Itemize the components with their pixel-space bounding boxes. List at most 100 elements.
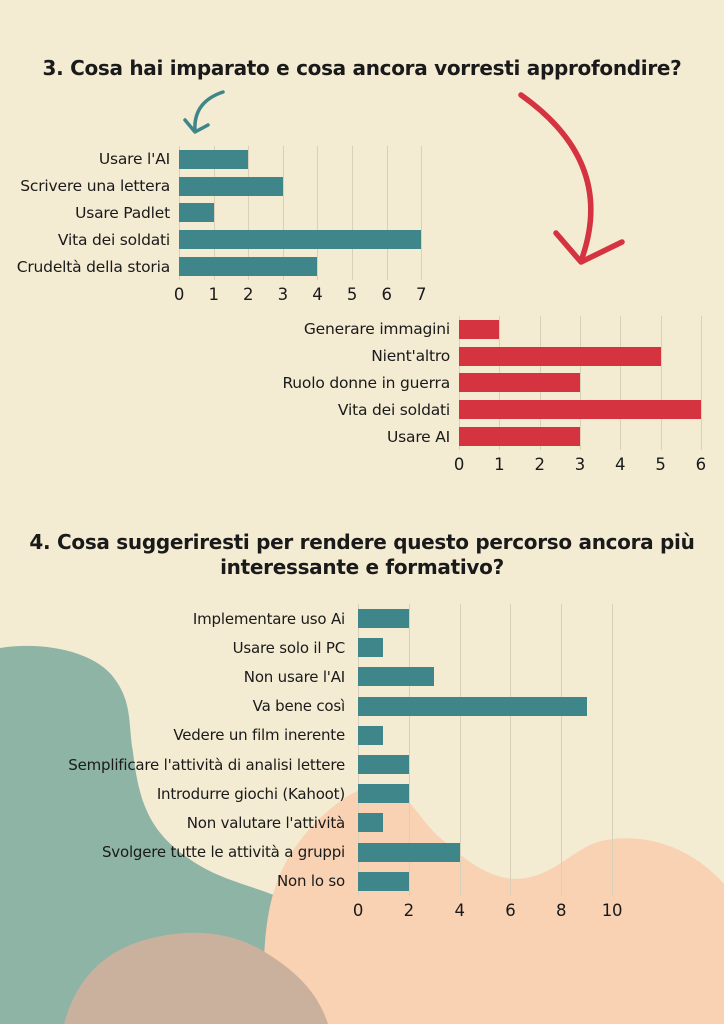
bar-row: Nient'altro (0, 343, 709, 370)
category-label: Non usare l'AI (243, 667, 345, 686)
bar (358, 667, 435, 687)
gridline-6 (700, 316, 702, 450)
bar-row: Implementare uso Ai (0, 604, 633, 633)
taupe-blob (64, 932, 328, 1024)
gridline-1 (213, 146, 215, 280)
x-tick-label: 6 (505, 901, 516, 920)
bar-row: Usare l'AI (8, 146, 429, 173)
bar-row: Usare Padlet (8, 200, 429, 227)
gridline-6 (386, 146, 388, 280)
category-label: Semplificare l'attività di analisi lette… (68, 755, 345, 774)
category-label: Non lo so (277, 872, 345, 891)
gridline-4 (317, 146, 319, 280)
category-label: Introdurre giochi (Kahoot) (156, 784, 345, 803)
bar (179, 176, 283, 196)
category-label: Nient'altro (371, 347, 450, 366)
gridline-6 (510, 604, 512, 896)
category-label: Va bene così (252, 697, 346, 716)
category-label: Ruolo donne in guerra (282, 373, 450, 392)
category-label: Generare immagini (303, 320, 450, 339)
bar (358, 609, 409, 629)
bar (459, 319, 500, 339)
bar (358, 813, 384, 833)
gridline-7 (421, 146, 423, 280)
bar-row: Usare AI (0, 423, 709, 450)
bar (459, 427, 580, 447)
question-3-title: 3. Cosa hai imparato e cosa ancora vorre… (42, 56, 682, 80)
category-label: Svolgere tutte le attività a gruppi (101, 843, 345, 862)
bar (459, 373, 580, 393)
x-tick-label: 1 (494, 455, 505, 474)
category-label: Vita dei soldati (337, 400, 450, 419)
question-4-title-line-2: interessante e formativo? (220, 555, 504, 579)
category-label: Crudeltà della storia (16, 257, 170, 276)
plot-gridlines (358, 604, 633, 896)
bar (459, 400, 701, 420)
chart-q3-deepen: Generare immagini Nient'altro Ruolo donne … (0, 316, 709, 476)
gridline-2 (408, 604, 410, 896)
bar-row: Crudeltà della storia (8, 253, 429, 280)
gridline-3 (282, 146, 284, 280)
x-tick-label: 6 (381, 285, 392, 304)
x-tick-label: 4 (615, 455, 626, 474)
x-tick-label: 10 (601, 901, 623, 920)
x-tick-label: 4 (454, 901, 465, 920)
category-label: Non valutare l'attività (186, 813, 345, 832)
x-tick-label: 5 (346, 285, 358, 304)
gridline-10 (612, 604, 613, 896)
x-tick-label: 0 (173, 285, 185, 304)
category-label: Vedere un film inerente (173, 726, 345, 745)
category-label: Usare solo il PC (232, 638, 346, 657)
x-tick-label: 5 (655, 455, 666, 474)
x-tick-label: 2 (243, 285, 254, 304)
gridline-4 (620, 316, 622, 450)
red-curved-arrow-icon (518, 92, 625, 265)
bar (358, 871, 409, 891)
gridline-3 (579, 316, 581, 450)
question-4-title-line-1: 4. Cosa suggeriresti per rendere questo … (29, 530, 695, 554)
bar (179, 203, 214, 223)
bar (459, 346, 661, 366)
bar (179, 149, 249, 169)
gridline-2 (248, 146, 250, 280)
gridline-5 (352, 146, 353, 280)
category-label: Implementare uso Ai (192, 609, 345, 628)
gridline-0 (358, 604, 359, 896)
chart-q3-learned: Usare l'AI Scrivere una lettera Usare Padl… (8, 146, 429, 306)
x-tick-label: 4 (312, 285, 323, 304)
question-4-title: 4. Cosa suggeriresti per rendere questo … (0, 530, 724, 580)
bar (358, 842, 460, 862)
gridline-8 (561, 604, 563, 896)
category-label: Vita dei soldati (57, 230, 170, 249)
bar (358, 696, 587, 716)
gridline-5 (660, 316, 662, 450)
category-label: Usare Padlet (75, 203, 170, 222)
bar (358, 784, 409, 804)
x-tick-label: 2 (534, 455, 545, 474)
gridline-4 (459, 604, 461, 896)
category-label: Usare l'AI (98, 150, 170, 169)
x-tick-label: 7 (416, 285, 427, 304)
bar (179, 257, 318, 277)
bar-row: Vita dei soldati (0, 396, 709, 423)
teal-curved-arrow-icon (183, 90, 225, 134)
x-tick-label: 0 (352, 901, 364, 920)
category-label: Scrivere una lettera (20, 177, 170, 196)
x-tick-label: 3 (574, 455, 586, 474)
bar-row: Generare immagini (0, 316, 709, 343)
bar (358, 638, 384, 658)
bar-row: Scrivere una lettera (8, 173, 429, 200)
bar (358, 725, 384, 745)
bar (179, 230, 422, 250)
bar (358, 755, 409, 775)
chart-q4-suggestions: Implementare uso Ai Usare solo il PC Non u… (0, 604, 633, 922)
x-tick-label: 3 (277, 285, 289, 304)
x-tick-label: 2 (403, 901, 415, 920)
x-tick-label: 1 (208, 285, 219, 304)
x-tick-label: 0 (453, 455, 465, 474)
bar-row: Vita dei soldati (8, 226, 429, 253)
x-tick-label: 8 (556, 901, 567, 920)
bar-row: Ruolo donne in guerra (0, 370, 709, 397)
x-tick-label: 6 (695, 455, 707, 474)
